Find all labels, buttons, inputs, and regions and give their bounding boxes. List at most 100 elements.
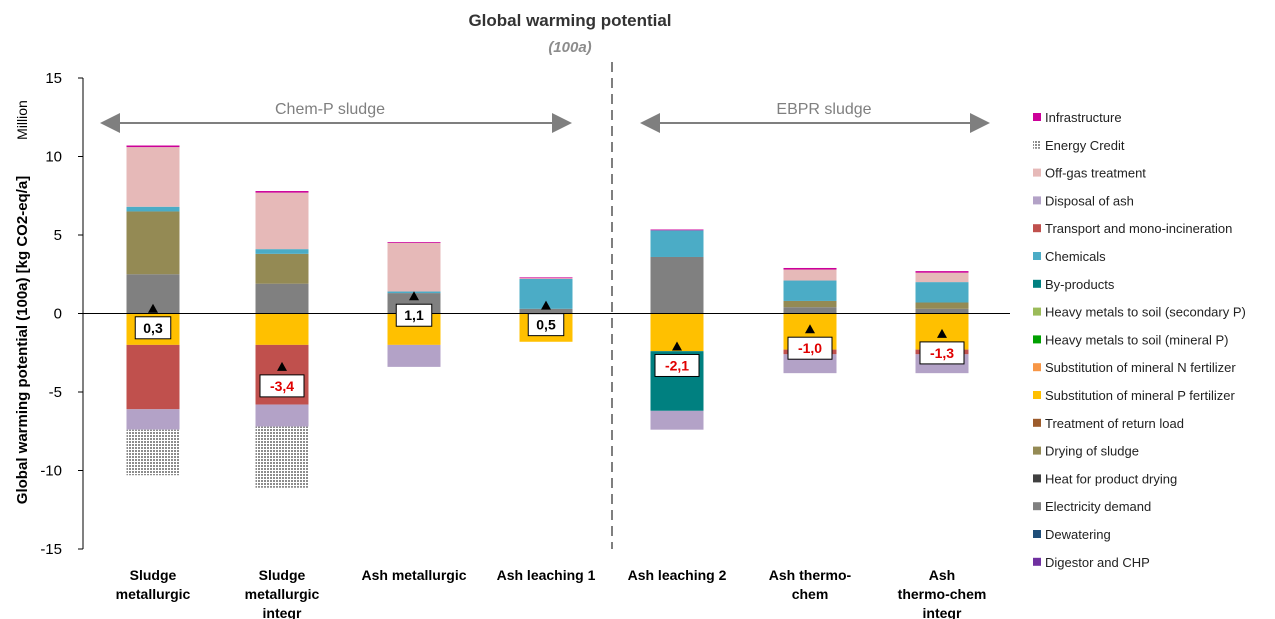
legend-item-label: By-products — [1045, 277, 1115, 292]
y-axis-label: Global warming potential (100a) [kg CO2-… — [14, 176, 31, 504]
y-tick-label: 5 — [54, 227, 62, 244]
bar-segment — [255, 313, 309, 345]
legend-item-label: Dewatering — [1045, 527, 1111, 542]
legend-item-label: Off-gas treatment — [1045, 166, 1146, 181]
chart-subtitle: (100a) — [548, 39, 591, 56]
bar-segment — [915, 308, 969, 314]
legend-swatch — [1033, 391, 1041, 399]
total-label-box — [919, 341, 965, 365]
bar-segment — [126, 145, 180, 148]
legend-swatch — [1033, 307, 1041, 316]
group-label: EBPR sludge — [776, 101, 871, 118]
bar-segment — [126, 147, 180, 207]
total-markers: 0,3 -3,4 1,1 0,5 -2,1 -1,0 -1,3 — [134, 291, 965, 398]
bar-segment — [783, 267, 837, 270]
legend-item-label: Substitution of mineral N fertilizer — [1045, 360, 1236, 375]
group-label: Chem-P sludge — [275, 101, 385, 118]
total-marker — [937, 328, 947, 338]
bar-segment — [255, 191, 309, 193]
legend-item-label: Infrastructure — [1045, 110, 1122, 125]
bar-segment — [650, 256, 704, 314]
bar-segment — [915, 282, 969, 303]
chart-title: Global warming potential — [468, 11, 671, 30]
total-marker — [672, 341, 682, 351]
legend-swatch — [1033, 474, 1041, 483]
legend-item-label: Disposal of ash — [1045, 193, 1134, 208]
legend-swatch — [1033, 530, 1041, 538]
bar-segment — [519, 308, 573, 314]
total-marker — [541, 300, 551, 310]
legend-swatch — [1033, 113, 1041, 121]
total-label: 1,1 — [404, 307, 424, 323]
y-axis-unit: Million — [14, 100, 30, 140]
bar-segment — [650, 229, 704, 231]
bar-segment — [126, 206, 180, 212]
bar-segment — [255, 192, 309, 250]
legend-swatch — [1033, 168, 1041, 177]
y-tick-label: -5 — [49, 384, 62, 401]
group-annotations: Chem-P sludge EBPR sludge — [100, 101, 990, 133]
bar-segment — [783, 269, 837, 281]
bar-segment — [387, 242, 441, 243]
bar-segment — [387, 242, 441, 292]
total-label: -1,0 — [798, 340, 822, 356]
legend-swatch — [1033, 502, 1041, 511]
bar-segment — [519, 278, 573, 279]
legend-item-label: Energy Credit — [1045, 138, 1125, 153]
legend-item-label: Heavy metals to soil (mineral P) — [1045, 332, 1229, 347]
category-label: Ash metallurgic — [361, 567, 466, 583]
total-marker — [277, 361, 287, 371]
bar-segment — [915, 302, 969, 309]
bar-segment — [255, 249, 309, 254]
total-label-box — [259, 374, 305, 398]
y-tick-label: -15 — [40, 541, 62, 558]
total-label: -1,3 — [930, 345, 954, 361]
bar-segment — [519, 277, 573, 279]
category-label: Ash thermo-chem integr — [898, 567, 987, 619]
bar-segment — [650, 410, 704, 430]
bar-segment — [126, 429, 180, 476]
bar-segment — [255, 404, 309, 427]
legend-swatch — [1033, 335, 1041, 344]
legend-item-label: Substitution of mineral P fertilizer — [1045, 388, 1235, 403]
total-label-box — [134, 316, 172, 340]
legend-swatch — [1033, 446, 1041, 455]
category-label: Sludge metallurgic integr — [245, 567, 320, 619]
bar-segment — [126, 344, 180, 410]
category-label: Sludge metallurgic — [116, 567, 191, 602]
legend-item-label: Transport and mono-incineration — [1045, 221, 1232, 236]
y-tick-label: 0 — [54, 306, 62, 323]
y-tick-label: 15 — [45, 70, 62, 87]
legend-swatch — [1033, 224, 1041, 233]
total-label-box — [787, 336, 833, 360]
bar-segment — [387, 344, 441, 367]
legend-swatch — [1033, 363, 1041, 372]
legend-item-label: Treatment of return load — [1045, 416, 1184, 431]
category-label: Ash thermo-chem — [769, 567, 852, 602]
total-label-box — [395, 303, 433, 327]
total-label: -3,4 — [270, 378, 294, 394]
legend-swatch — [1033, 279, 1041, 288]
legend-item-label: Electricity demand — [1045, 499, 1151, 514]
bar-segment — [783, 300, 837, 308]
legend-item-label: Heat for product drying — [1045, 471, 1177, 486]
bar-segment — [783, 307, 837, 314]
legend-item-label: Heavy metals to soil (secondary P) — [1045, 305, 1246, 320]
bar-segment — [915, 271, 969, 273]
legend-item-label: Chemicals — [1045, 249, 1106, 264]
bar-segment — [255, 253, 309, 284]
total-label-box — [654, 353, 700, 377]
total-label: 0,3 — [143, 320, 163, 336]
y-tick-label: -10 — [40, 463, 62, 480]
bar-segment — [915, 272, 969, 283]
category-label: Ash leaching 1 — [497, 567, 596, 583]
total-label-box — [527, 313, 565, 337]
bar-segment — [255, 426, 309, 488]
legend-swatch — [1033, 252, 1041, 260]
bar-segment — [783, 280, 837, 301]
legend-item-label: Digestor and CHP — [1045, 555, 1150, 570]
legend-swatch — [1033, 140, 1041, 149]
legend-swatch — [1033, 557, 1041, 566]
bar-segment — [126, 409, 180, 430]
